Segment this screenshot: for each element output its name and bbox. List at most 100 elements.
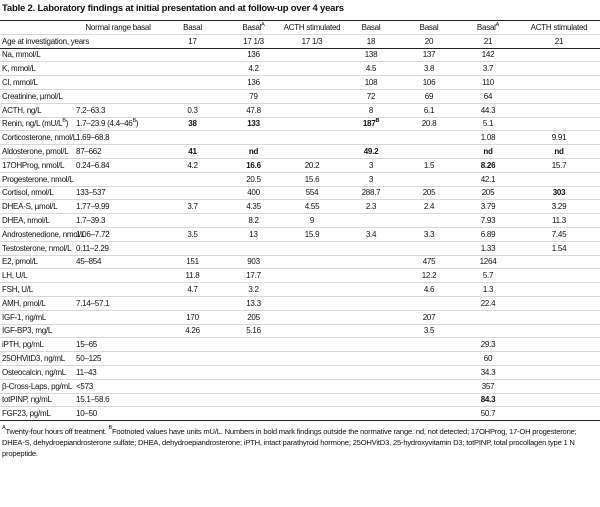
- cell: [282, 144, 342, 159]
- cell-text: Androstenedione, nmol/L: [2, 229, 86, 239]
- bold-value: 16.6: [246, 161, 261, 170]
- cell-text: 903: [247, 257, 260, 267]
- cell: [225, 351, 282, 366]
- cell: 3.2: [225, 282, 282, 297]
- bold-value: 8.26: [481, 161, 496, 170]
- cell-text: 5.16: [246, 326, 261, 336]
- cell-text: 3.3: [423, 229, 435, 239]
- cell: [518, 324, 600, 339]
- cell: 3.7: [160, 199, 225, 215]
- cell: [518, 296, 600, 311]
- cell: 0.3: [160, 103, 225, 118]
- bold-value: 41: [188, 147, 197, 157]
- cell: 47.8: [225, 103, 282, 118]
- footnote-mark: B: [108, 425, 112, 431]
- cell-text: 1.69–68.8: [76, 133, 110, 143]
- cell: [72, 324, 160, 339]
- cell: [225, 393, 282, 408]
- cell-text: ): [65, 119, 69, 129]
- cell-text: 475: [422, 257, 436, 267]
- row-label: DHEA, nmol/L: [0, 213, 72, 228]
- cell-text: Basal: [361, 22, 381, 32]
- table-row: Na, mmol/L 136 138 137 142: [0, 48, 600, 63]
- cell: 4.5: [342, 61, 400, 77]
- cell-text: 3.5: [423, 326, 435, 336]
- cell: 15–65: [72, 337, 160, 353]
- cell: [225, 379, 282, 394]
- cell: [160, 89, 225, 104]
- cell: 138: [342, 48, 400, 63]
- cell: 903: [225, 255, 282, 270]
- cell: 15.9: [282, 227, 342, 242]
- cell-text: 21: [483, 36, 493, 46]
- table-row: AMH, pmol/L 7.14–57.1 13.3 22.4: [0, 296, 600, 311]
- cell: 1.54: [518, 241, 600, 256]
- cell: 170: [160, 310, 225, 325]
- bold-value: 133: [247, 119, 260, 128]
- cell: 1.7–39.3: [72, 213, 160, 228]
- cell: [160, 351, 225, 366]
- cell: 288.7: [342, 186, 400, 201]
- cell: [518, 48, 600, 63]
- cell-text: 69: [424, 91, 434, 101]
- cell: 3.79: [458, 199, 518, 215]
- cell-text: 4.2: [187, 160, 198, 170]
- cell-text: 41: [188, 147, 197, 157]
- cell: [282, 310, 342, 325]
- cell: 187B: [342, 117, 400, 132]
- cell-text: 64: [483, 91, 493, 101]
- cell: [342, 130, 400, 146]
- cell-text: 108: [364, 78, 378, 88]
- cell: 9.91: [518, 130, 600, 146]
- row-label: FSH, U/L: [0, 282, 72, 297]
- cell: 142: [458, 48, 518, 63]
- cell: [400, 406, 458, 422]
- cell: 4.2: [160, 158, 225, 173]
- cell-text: Progesterone, nmol/L: [2, 174, 74, 184]
- cell: [400, 144, 458, 159]
- cell: [282, 61, 342, 77]
- cell: 0.11–2.29: [72, 241, 160, 256]
- cell: [342, 241, 400, 256]
- cell: [518, 103, 600, 118]
- cell-text: 1.06–7.72: [76, 229, 110, 239]
- cell-text: nd: [554, 147, 564, 157]
- bold-value: nd: [554, 147, 564, 157]
- header-cell: BasalA: [458, 20, 518, 35]
- cell-text: 20: [424, 36, 434, 46]
- table-row: β-Cross-Laps, pg/mL <573 357: [0, 379, 600, 394]
- cell: 72: [342, 89, 400, 104]
- cell: 6.1: [400, 103, 458, 118]
- cell: 106: [400, 75, 458, 90]
- table-row: FGF23, pg/mL 10–50 50.7: [0, 406, 600, 422]
- cell: [282, 268, 342, 284]
- cell-text: 1.3: [482, 285, 494, 295]
- cell-text: 187: [362, 119, 376, 129]
- cell: 9: [282, 213, 342, 228]
- cell: [225, 337, 282, 353]
- row-label: Corticosterone, nmol/L: [0, 130, 77, 146]
- bold-value: nd: [248, 147, 259, 157]
- cell-text: 15.7: [551, 160, 567, 170]
- age-cell: [72, 34, 160, 49]
- cell: 49.2: [342, 144, 400, 159]
- cell-text: 25OHVitD3, ng/mL: [2, 354, 65, 364]
- cell-text: 205: [481, 188, 495, 198]
- cell: 4.6: [400, 282, 458, 297]
- age-cell: 17: [160, 34, 225, 49]
- cell: [160, 337, 225, 353]
- table-title: Table 2. Laboratory findings at initial …: [2, 3, 344, 14]
- cell: 3.7: [458, 61, 518, 77]
- cell: 4.26: [160, 324, 225, 339]
- cell: 64: [458, 89, 518, 104]
- cell: [160, 172, 225, 187]
- cell-text: nd: [248, 147, 259, 157]
- cell: 3.5: [400, 324, 458, 339]
- cell: 205: [225, 310, 282, 325]
- cell: [342, 324, 400, 339]
- cell: [72, 48, 160, 63]
- header-cell: ACTH stimulated: [282, 20, 342, 35]
- cell: [518, 172, 600, 187]
- cell: 1.06–7.72: [72, 227, 160, 242]
- row-label: 25OHVitD3, ng/mL: [0, 351, 72, 366]
